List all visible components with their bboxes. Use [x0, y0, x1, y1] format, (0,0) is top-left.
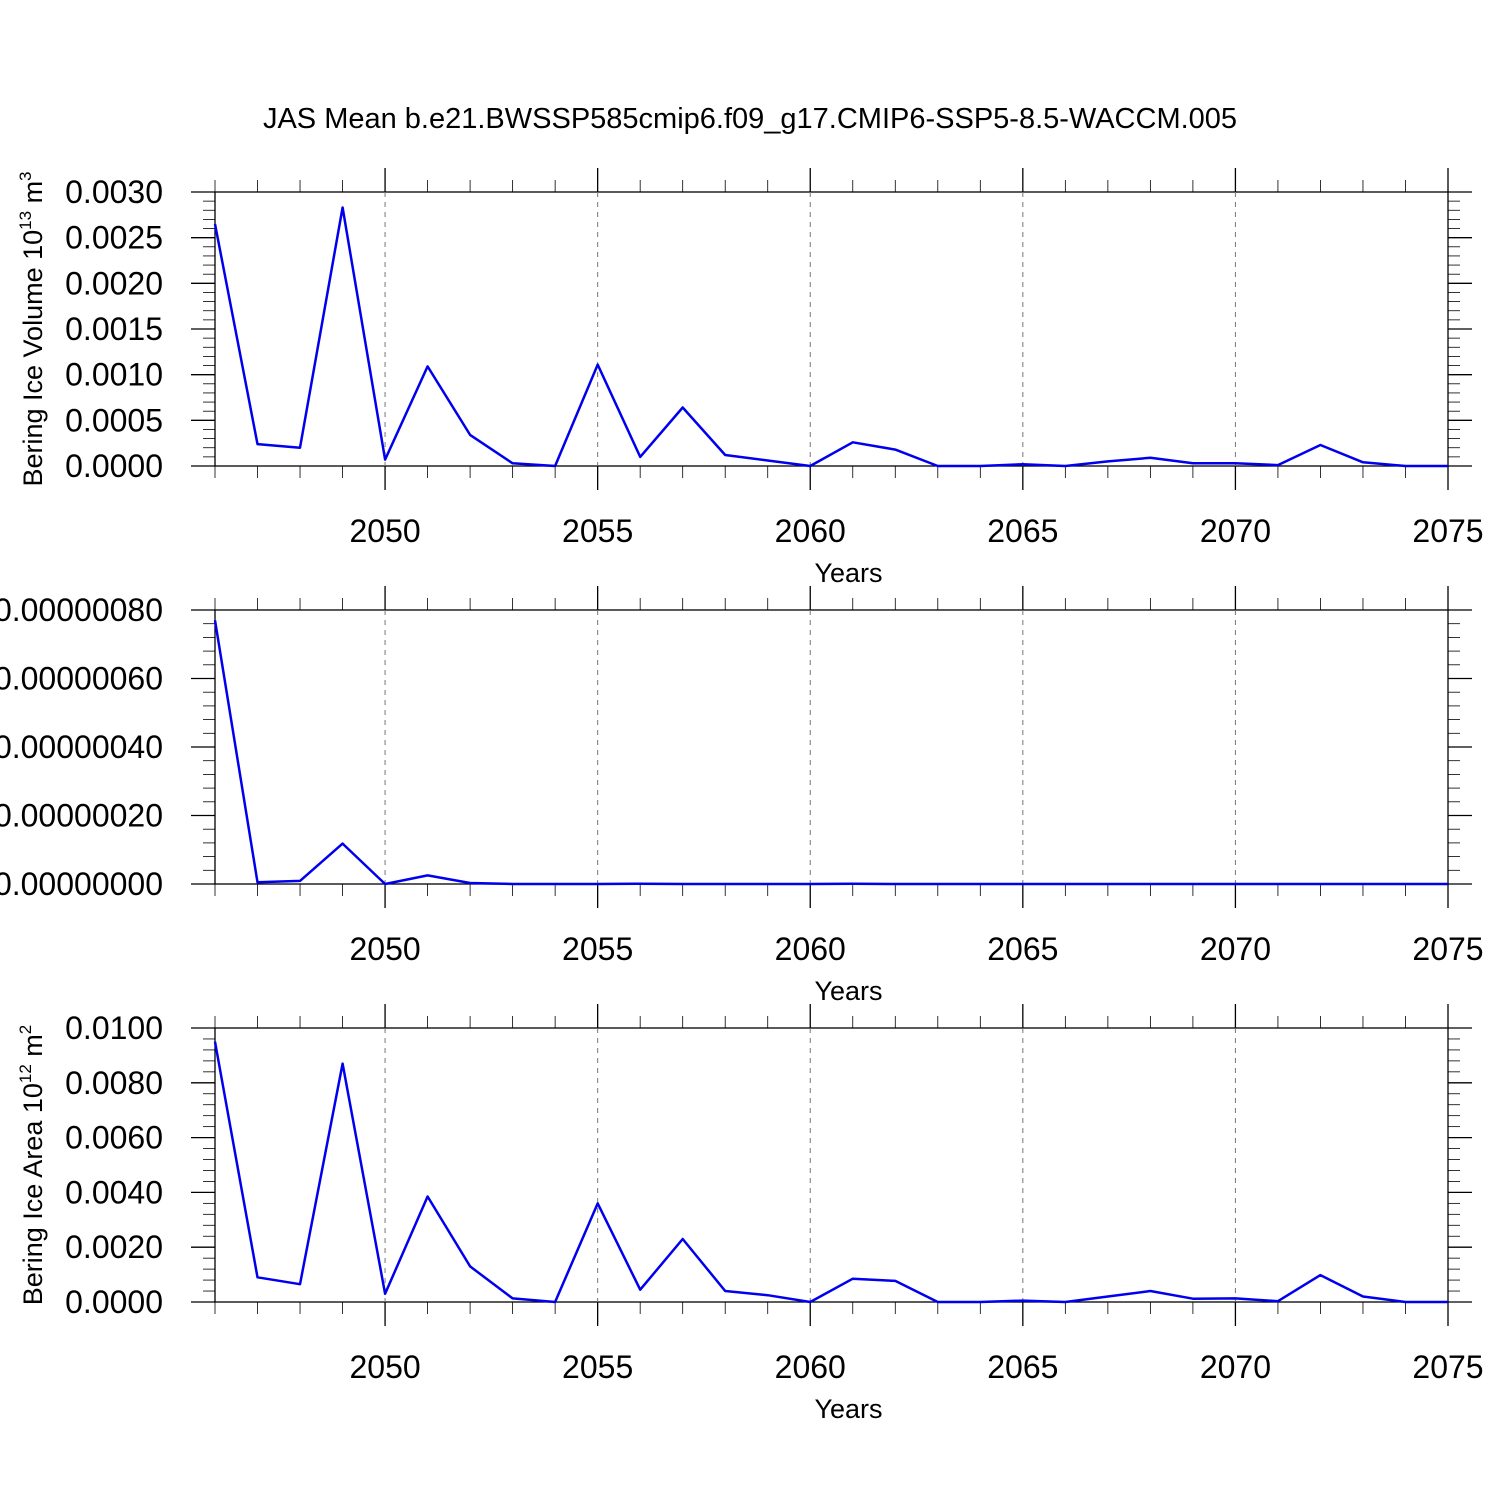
x-tick-label: 2070	[1200, 931, 1271, 967]
y-tick-label: 0.0000	[65, 1284, 163, 1320]
panel-3: 2050 2055 2060 2065 2070 2075 Years 0.0000 0.002…	[16, 1004, 1484, 1424]
y-tick-label: 0.0060	[65, 1120, 163, 1156]
y-tick-label: 0.0000	[65, 448, 163, 484]
x-tick-label: 2060	[775, 1349, 846, 1385]
plot-frame	[214, 609, 1449, 885]
series-line	[213, 206, 1448, 468]
y-tick-label: 0.00000040	[0, 729, 163, 765]
x-tick-label: 2055	[562, 513, 633, 549]
y-tick-label: 0.0015	[65, 311, 163, 347]
y-tick-label: 0.0025	[65, 220, 163, 256]
x-tick-label: 2065	[987, 1349, 1058, 1385]
y-axis-title: Bering Ice Area 1012 m2	[16, 1025, 48, 1306]
y-axis-title: Bering Ice Volume 1013 m3	[16, 171, 48, 486]
x-tick-label: 2050	[349, 1349, 420, 1385]
series-line	[213, 1041, 1448, 1304]
y-tick-label: 0.00000060	[0, 661, 163, 697]
panel-2: 2050 2055 2060 2065 2070 2075 Years 0.00000000 0…	[0, 586, 1484, 1006]
chart-title: JAS Mean b.e21.BWSSP585cmip6.f09_g17.CMI…	[263, 103, 1237, 135]
y-tick-label: 0.00000020	[0, 798, 163, 834]
panel-1: 2050 2055 2060 2065 2070 2075 Years 0.0000 0.000…	[16, 168, 1484, 588]
y-tick-label: 0.0030	[65, 174, 163, 210]
y-tick-label: 0.0005	[65, 402, 163, 438]
y-tick-label: 0.0010	[65, 357, 163, 393]
y-tick-label: 0.00000000	[0, 866, 163, 902]
x-tick-label: 2050	[349, 931, 420, 967]
x-tick-label: 2070	[1200, 1349, 1271, 1385]
x-tick-label: 2075	[1412, 513, 1483, 549]
x-axis-title: Years	[814, 1394, 882, 1424]
plot-frame	[214, 1027, 1449, 1303]
x-tick-label: 2065	[987, 513, 1058, 549]
x-tick-label: 2055	[562, 1349, 633, 1385]
y-tick-label: 0.0020	[65, 265, 163, 301]
x-tick-label: 2055	[562, 931, 633, 967]
x-tick-label: 2050	[349, 513, 420, 549]
y-tick-label: 0.0080	[65, 1065, 163, 1101]
x-tick-label: 2075	[1412, 1349, 1483, 1385]
x-tick-label: 2060	[775, 931, 846, 967]
y-tick-label: 0.0020	[65, 1229, 163, 1265]
y-tick-label: 0.0100	[65, 1010, 163, 1046]
x-axis-title: Years	[814, 558, 882, 588]
y-tick-label: 0.0040	[65, 1174, 163, 1210]
x-tick-label: 2060	[775, 513, 846, 549]
x-tick-label: 2065	[987, 931, 1058, 967]
x-axis-title: Years	[814, 976, 882, 1006]
x-tick-label: 2070	[1200, 513, 1271, 549]
series-line	[213, 620, 1448, 886]
y-tick-label: 0.00000080	[0, 592, 163, 628]
x-tick-label: 2075	[1412, 931, 1483, 967]
